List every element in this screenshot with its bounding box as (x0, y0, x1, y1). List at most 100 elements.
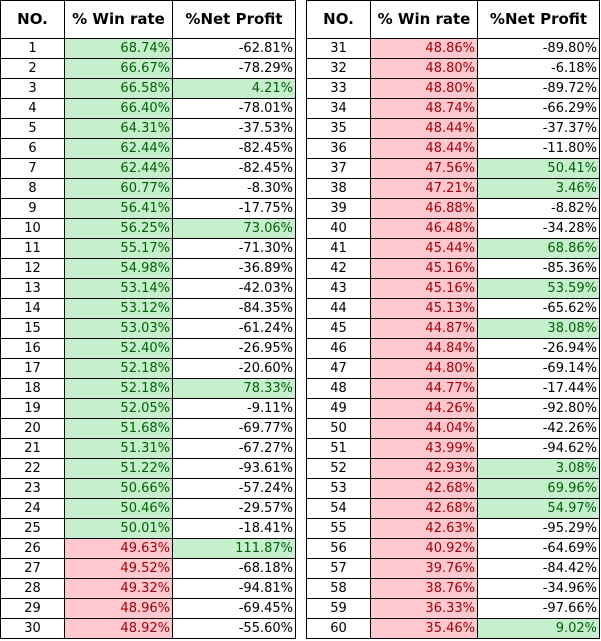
net-profit-cell: 111.87% (172, 538, 296, 559)
row-number: 54 (306, 498, 371, 519)
table-row: 21 51.31% -67.27% (0, 438, 296, 459)
net-profit-cell: -69.77% (172, 418, 296, 439)
win-rate-cell: 52.18% (64, 358, 173, 379)
net-profit-cell: -26.95% (172, 338, 296, 359)
net-profit-cell: -57.24% (172, 478, 296, 499)
table-row: 8 60.77% -8.30% (0, 178, 296, 199)
row-number: 36 (306, 138, 371, 159)
win-rate-cell: 53.03% (64, 318, 173, 339)
row-number: 18 (0, 378, 65, 399)
net-profit-cell: -82.45% (172, 158, 296, 179)
row-number: 33 (306, 78, 371, 99)
table-row: 17 52.18% -20.60% (0, 358, 296, 379)
table-row: 26 49.63% 111.87% (0, 538, 296, 559)
win-rate-cell: 51.31% (64, 438, 173, 459)
net-profit-cell: -84.35% (172, 298, 296, 319)
table-row: 27 49.52% -68.18% (0, 558, 296, 579)
table-row: 4 66.40% -78.01% (0, 98, 296, 119)
net-profit-cell: -94.81% (172, 578, 296, 599)
win-rate-cell: 62.44% (64, 138, 173, 159)
row-number: 17 (0, 358, 65, 379)
table-row: 1 68.74% -62.81% (0, 38, 296, 59)
table-row: 43 45.16% 53.59% (306, 278, 600, 299)
net-profit-cell: 53.59% (477, 278, 600, 299)
row-number: 50 (306, 418, 371, 439)
row-number: 41 (306, 238, 371, 259)
win-rate-cell: 50.66% (64, 478, 173, 499)
row-number: 48 (306, 378, 371, 399)
row-number: 3 (0, 78, 65, 99)
win-rate-cell: 48.86% (370, 38, 478, 59)
row-number: 46 (306, 338, 371, 359)
row-number: 25 (0, 518, 65, 539)
table-row: 37 47.56% 50.41% (306, 158, 600, 179)
win-rate-cell: 52.40% (64, 338, 173, 359)
net-profit-cell: -20.60% (172, 358, 296, 379)
win-rate-cell: 68.74% (64, 38, 173, 59)
net-profit-cell: -11.80% (477, 138, 600, 159)
row-number: 32 (306, 58, 371, 79)
row-number: 20 (0, 418, 65, 439)
net-profit-cell: 73.06% (172, 218, 296, 239)
row-number: 51 (306, 438, 371, 459)
net-profit-cell: -65.62% (477, 298, 600, 319)
table-row: 15 53.03% -61.24% (0, 318, 296, 339)
win-rate-cell: 42.68% (370, 478, 478, 499)
net-profit-cell: -26.94% (477, 338, 600, 359)
header-no: NO. (0, 0, 65, 39)
win-rate-cell: 54.98% (64, 258, 173, 279)
net-profit-cell: -69.45% (172, 598, 296, 619)
win-rate-cell: 50.01% (64, 518, 173, 539)
row-number: 28 (0, 578, 65, 599)
net-profit-cell: 38.08% (477, 318, 600, 339)
row-number: 43 (306, 278, 371, 299)
win-rate-cell: 45.13% (370, 298, 478, 319)
row-number: 4 (0, 98, 65, 119)
table-row: 10 56.25% 73.06% (0, 218, 296, 239)
row-number: 52 (306, 458, 371, 479)
table-divider (301, 0, 306, 641)
row-number: 59 (306, 598, 371, 619)
table-row: 13 53.14% -42.03% (0, 278, 296, 299)
row-number: 1 (0, 38, 65, 59)
table-row: 44 45.13% -65.62% (306, 298, 600, 319)
net-profit-cell: -62.81% (172, 38, 296, 59)
net-profit-cell: -66.29% (477, 98, 600, 119)
row-number: 12 (0, 258, 65, 279)
table-row: 31 48.86% -89.80% (306, 38, 600, 59)
net-profit-cell: -68.18% (172, 558, 296, 579)
table-row: 54 42.68% 54.97% (306, 498, 600, 519)
win-rate-cell: 44.84% (370, 338, 478, 359)
table-row: 2 66.67% -78.29% (0, 58, 296, 79)
table-row: 59 36.33% -97.66% (306, 598, 600, 619)
table-row: 40 46.48% -34.28% (306, 218, 600, 239)
net-profit-cell: 68.86% (477, 238, 600, 259)
win-rate-cell: 42.63% (370, 518, 478, 539)
net-profit-cell: 3.08% (477, 458, 600, 479)
net-profit-cell: -97.66% (477, 598, 600, 619)
win-rate-cell: 46.48% (370, 218, 478, 239)
win-rate-cell: 44.77% (370, 378, 478, 399)
table-row: 51 43.99% -94.62% (306, 438, 600, 459)
row-number: 6 (0, 138, 65, 159)
win-rate-cell: 52.18% (64, 378, 173, 399)
row-number: 7 (0, 158, 65, 179)
win-rate-cell: 51.22% (64, 458, 173, 479)
row-number: 26 (0, 538, 65, 559)
table-row: 25 50.01% -18.41% (0, 518, 296, 539)
win-rate-cell: 56.41% (64, 198, 173, 219)
row-number: 42 (306, 258, 371, 279)
row-number: 23 (0, 478, 65, 499)
table-row: 55 42.63% -95.29% (306, 518, 600, 539)
win-rate-cell: 44.04% (370, 418, 478, 439)
win-rate-cell: 48.80% (370, 78, 478, 99)
win-rate-cell: 45.44% (370, 238, 478, 259)
net-profit-cell: -42.26% (477, 418, 600, 439)
table-row: 45 44.87% 38.08% (306, 318, 600, 339)
net-profit-cell: -36.89% (172, 258, 296, 279)
win-rate-cell: 52.05% (64, 398, 173, 419)
table-row: 6 62.44% -82.45% (0, 138, 296, 159)
table-row: 9 56.41% -17.75% (0, 198, 296, 219)
win-rate-cell: 44.26% (370, 398, 478, 419)
table-row: 33 48.80% -89.72% (306, 78, 600, 99)
